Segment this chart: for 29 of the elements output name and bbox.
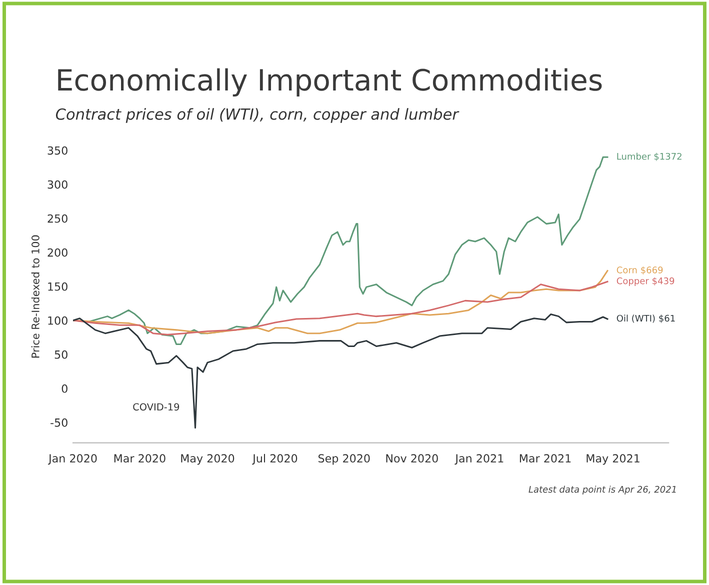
- y-axis-title: Price Re-Indexed to 100: [31, 235, 40, 358]
- chart-title: Economically Important Commodities: [58, 68, 602, 97]
- x-tick-label: Mar 2020: [114, 454, 166, 463]
- y-tick-label: 350: [48, 146, 68, 155]
- series-label: Copper $439: [616, 277, 674, 286]
- chart-subtitle: Contract prices of oil (WTI), corn, copper and lumber: [56, 108, 460, 123]
- y-tick-label: 100: [48, 316, 68, 325]
- x-tick-label: Jul 2020: [252, 454, 298, 465]
- y-tick-label: 300: [48, 180, 68, 189]
- x-tick-label: Nov 2020: [386, 454, 438, 463]
- series-label: Lumber $1372: [617, 152, 682, 161]
- series-label: Corn $669: [616, 266, 663, 275]
- y-tick-label: 50: [54, 350, 68, 359]
- y-tick-label: 0: [62, 384, 68, 393]
- x-tick-label: Sep 2020: [318, 454, 370, 465]
- x-tick-label: May 2020: [181, 454, 234, 465]
- y-tick-label: 250: [48, 214, 68, 223]
- annotation: COVID-19: [133, 403, 180, 411]
- x-tick-label: Mar 2021: [520, 454, 571, 463]
- line-series: [73, 280, 608, 336]
- line-series: [73, 314, 608, 429]
- y-tick-label: 150: [48, 282, 68, 291]
- x-tick-label: Jan 2021: [454, 454, 504, 465]
- y-tick-label: -50: [50, 418, 68, 427]
- text: Latest data point is Apr 26, 2021: [528, 486, 676, 494]
- series-label: Oil (WTI) $61: [616, 314, 675, 323]
- x-tick-label: Jan 2020: [48, 454, 97, 465]
- x-tick-label: May 2021: [586, 454, 640, 465]
- y-tick-label: 200: [48, 248, 68, 257]
